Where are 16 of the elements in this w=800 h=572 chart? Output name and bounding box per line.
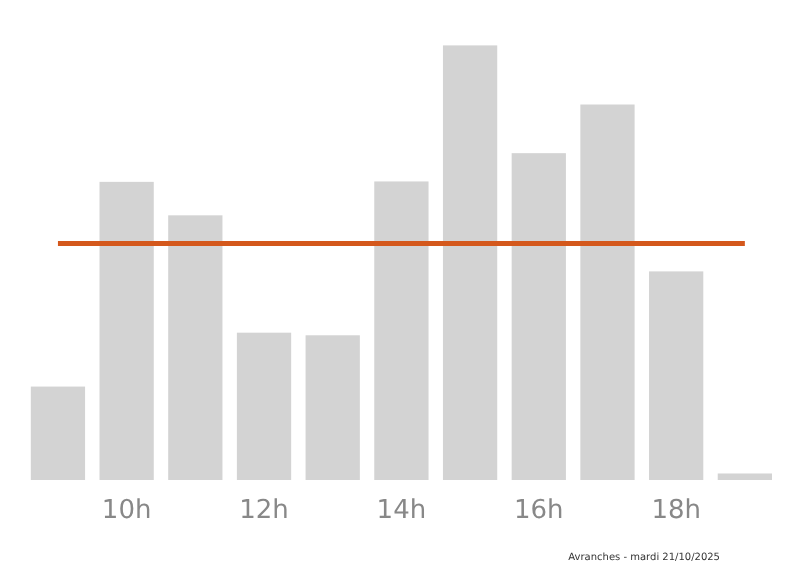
- bar: [374, 181, 429, 480]
- bar: [30, 386, 86, 480]
- x-tick-label: 18h: [651, 496, 701, 527]
- bar: [99, 181, 154, 480]
- bar: [168, 215, 223, 480]
- bar: [442, 45, 498, 480]
- bar: [305, 335, 360, 480]
- bar: [717, 473, 772, 480]
- x-tick-label: 12h: [239, 496, 289, 527]
- x-tick-label: 16h: [514, 496, 564, 527]
- bar: [511, 153, 566, 480]
- x-tick-label: 14h: [376, 496, 427, 527]
- bar: [236, 332, 292, 480]
- x-tick-label: 10h: [101, 496, 152, 527]
- bar: [649, 271, 704, 480]
- bar: [580, 104, 635, 480]
